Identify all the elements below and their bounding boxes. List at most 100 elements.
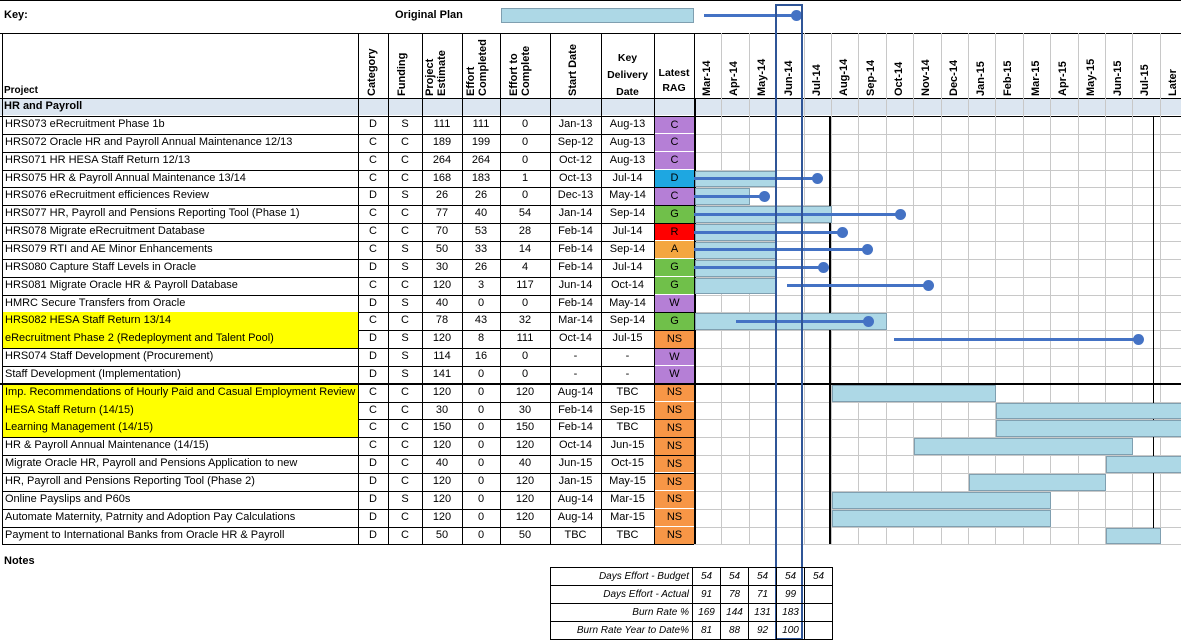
completed: 0 (477, 528, 485, 541)
completed: 0 (477, 510, 485, 523)
row-border (2, 527, 694, 528)
summary-value: 99 (776, 585, 805, 604)
row-border (2, 277, 694, 278)
rag-status: W (655, 366, 694, 384)
to-complete: 0 (521, 135, 529, 148)
month-gridline (995, 33, 996, 545)
gantt-bar (832, 509, 1052, 527)
category: C (369, 403, 377, 416)
funding: S (401, 260, 409, 273)
start-date: Oct-14 (558, 332, 592, 345)
progress-line (894, 337, 1138, 341)
month-gridline (913, 33, 914, 545)
estimate: 30 (435, 260, 449, 273)
summary-value: 144 (720, 603, 749, 622)
progress-dot (758, 190, 770, 202)
row-gridline (694, 205, 1181, 206)
delivery-date: TBC (616, 421, 639, 434)
header-start_date: Start Date (567, 44, 579, 96)
category: C (369, 439, 377, 452)
estimate: 120 (432, 510, 452, 523)
funding: C (401, 421, 409, 434)
month-header-apr-15: Apr-15 (1057, 61, 1070, 96)
row-border (2, 152, 694, 153)
row-gridline (694, 455, 1181, 456)
summary-row: Days Effort - Budget 54 54 54 54 54 (550, 567, 833, 586)
to-complete: 111 (516, 332, 534, 345)
start-date: Feb-14 (558, 296, 593, 309)
header-bottom-border (0, 98, 1181, 99)
to-complete: 0 (521, 118, 529, 130)
funding: C (401, 153, 409, 166)
completed: 0 (477, 421, 485, 434)
row-gridline (694, 491, 1181, 492)
header-category: Category (366, 48, 378, 96)
funding: C (401, 510, 409, 523)
row-border (2, 437, 694, 438)
funding: C (401, 314, 409, 327)
summary-label: Days Effort - Budget (550, 567, 693, 586)
summary-row: Burn Rate Year to Date% 81 88 92 100 (550, 621, 833, 640)
completed: 0 (477, 367, 485, 380)
column-border (422, 33, 423, 545)
to-complete: 28 (518, 225, 532, 238)
to-complete: 120 (515, 510, 535, 523)
completed: 26 (474, 189, 488, 202)
to-complete: 0 (521, 189, 529, 202)
month-header-dec-14: Dec-14 (947, 59, 960, 96)
summary-value: 183 (776, 603, 805, 622)
delivery-date: Jul-15 (612, 332, 643, 345)
start-date: Jan-15 (558, 475, 593, 487)
progress-line (694, 176, 817, 180)
month-header-jul-14: Jul-14 (810, 64, 823, 96)
to-complete: 0 (521, 153, 529, 166)
to-complete: 120 (515, 439, 535, 452)
project-name: HRS073 eRecruitment Phase 1b (5, 118, 165, 130)
funding: S (401, 332, 409, 345)
to-complete: 120 (515, 492, 535, 505)
row-border (2, 295, 694, 296)
gantt-bar (996, 402, 1181, 420)
month-gridline (886, 33, 887, 545)
delivery-date: Jun-15 (610, 439, 645, 452)
start-date: Sep-12 (557, 135, 594, 148)
summary-value: 91 (692, 585, 721, 604)
estimate: 77 (435, 207, 449, 220)
summary-value: 54 (720, 567, 749, 586)
estimate: 120 (432, 278, 452, 291)
project-name: HR & Payroll Annual Maintenance (14/15) (5, 439, 209, 452)
month-gridline (804, 33, 805, 545)
funding: C (401, 225, 409, 238)
month-header-jul-15: Jul-15 (1139, 64, 1152, 96)
month-header-mar-15: Mar-15 (1029, 60, 1042, 96)
project-name: Online Payslips and P60s (5, 492, 131, 505)
delivery-date: Aug-13 (609, 118, 646, 130)
month-gridline (1160, 33, 1161, 545)
start-date: Jan-13 (558, 118, 593, 130)
rag-status: G (655, 205, 694, 223)
progress-dot (894, 208, 906, 220)
row-border (2, 170, 694, 171)
month-gridline (858, 33, 859, 545)
funding: S (401, 118, 409, 130)
completed: 26 (474, 260, 488, 273)
completed: 111 (472, 118, 490, 130)
category: D (369, 457, 377, 470)
section-title: HR and Payroll (4, 100, 83, 112)
delivery-date: - (625, 367, 630, 380)
to-complete: 40 (518, 457, 532, 470)
completed: 16 (474, 350, 488, 363)
funding: C (401, 528, 409, 541)
month-gridline (1050, 33, 1051, 545)
progress-line (694, 230, 842, 234)
rag-status: C (655, 187, 694, 205)
row-border (2, 187, 694, 188)
summary-value: 78 (720, 585, 749, 604)
rag-status: D (655, 170, 694, 187)
legend-dot (791, 10, 802, 21)
completed: 0 (477, 296, 485, 309)
summary-value: 54 (748, 567, 777, 586)
delivery-date: Aug-13 (609, 153, 646, 166)
month-header-jan-15: Jan-15 (975, 61, 987, 96)
funding: C (401, 207, 409, 220)
